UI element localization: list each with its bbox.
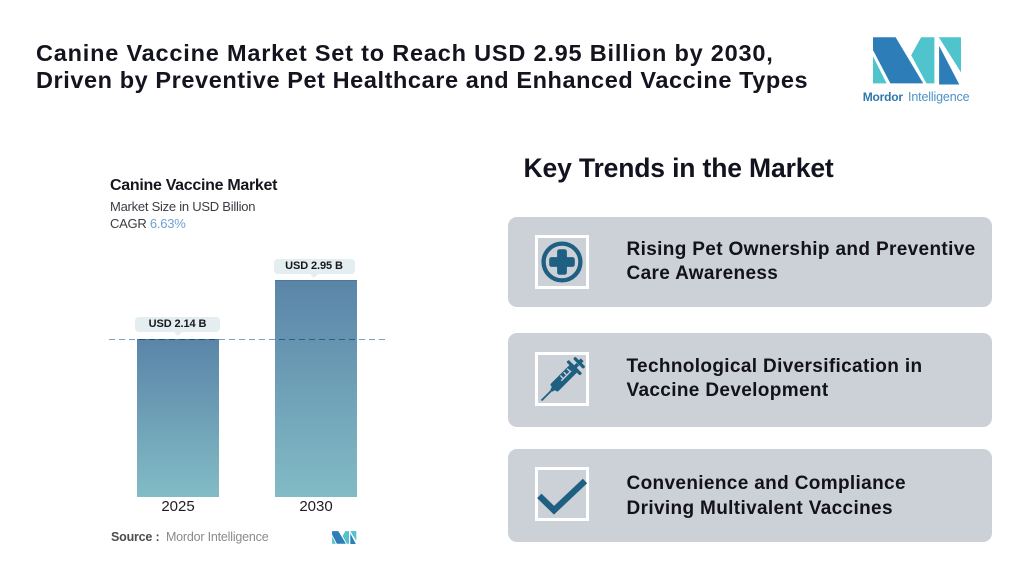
svg-text:Mordor: Mordor	[863, 90, 904, 104]
svg-text:Intelligence: Intelligence	[908, 90, 970, 104]
